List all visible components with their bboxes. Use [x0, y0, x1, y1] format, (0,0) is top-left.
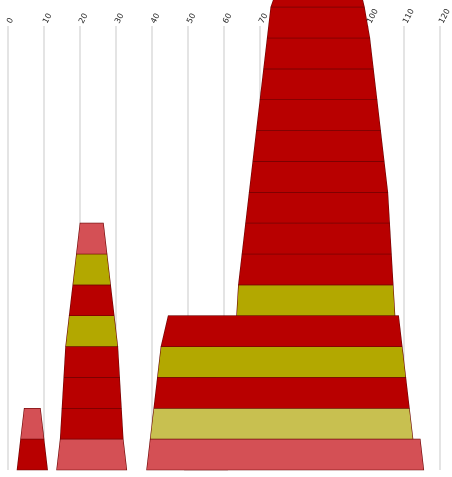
stack-4-band-5: [160, 315, 403, 347]
stack-2-band-6: [68, 284, 115, 317]
stack-2-band-8: [76, 222, 108, 255]
stack-4-band-15: [266, 6, 371, 39]
x-tick-label: 110: [401, 7, 416, 25]
x-tick-label: 40: [149, 12, 162, 25]
stack-1-band-2: [20, 407, 45, 440]
x-tick-label: 10: [41, 12, 54, 25]
stack-4-band-6: [236, 284, 396, 317]
stack-4-band-11: [252, 130, 385, 162]
stack-4-band-2: [149, 407, 414, 440]
x-tick-label: 70: [257, 12, 270, 25]
stack-4-band-14: [263, 37, 374, 70]
stack-2-band-4: [63, 346, 120, 378]
stack-2-band-1: [56, 438, 128, 471]
x-tick-labels: 0102030405060708090100110120: [5, 7, 452, 25]
stacked-bands: [16, 0, 425, 471]
x-tick-label: 20: [77, 12, 90, 25]
stack-4-band-3: [153, 377, 410, 409]
stack-4-band-12: [256, 99, 381, 131]
stack-4-band-9: [245, 192, 390, 224]
stack-2-band-3: [61, 377, 122, 409]
stack-4-band-16: [270, 0, 365, 8]
stack-2-band-7: [72, 253, 111, 286]
x-tick-label: 60: [221, 12, 234, 25]
stack-4-band-7: [238, 253, 394, 286]
x-tick-label: 0: [5, 16, 15, 25]
x-tick-label: 120: [437, 7, 452, 25]
x-tick-label: 50: [185, 12, 198, 25]
stack-4-band-13: [259, 68, 378, 100]
stack-2-band-2: [59, 407, 124, 440]
stack-4-band-4: [157, 346, 407, 378]
stack-4-band-10: [248, 161, 389, 193]
x-tick-label: 30: [113, 12, 126, 25]
stack-4-band-1: [146, 438, 425, 471]
stack-2-band-5: [65, 315, 119, 347]
stack-1-band-1: [16, 438, 48, 471]
stack-4-band-8: [241, 222, 392, 255]
